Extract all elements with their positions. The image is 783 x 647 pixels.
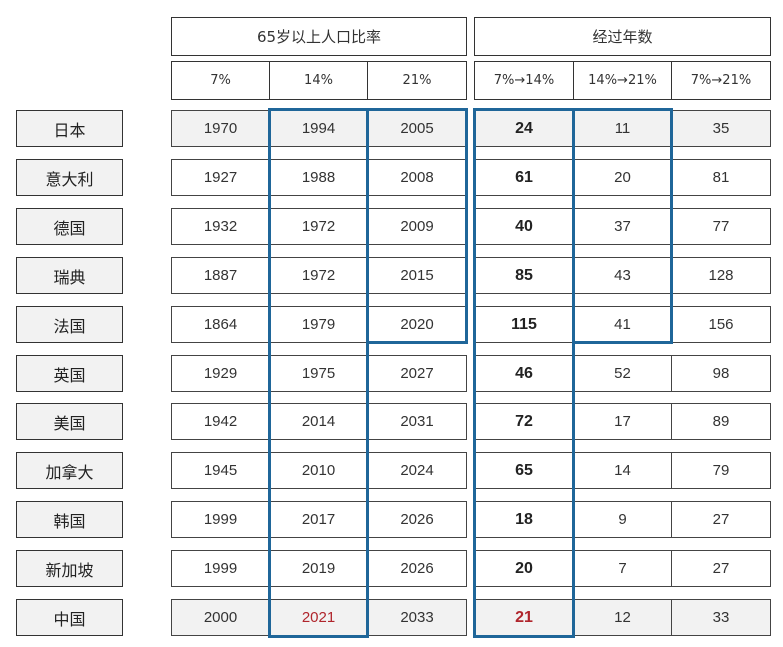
table-cell: 35	[671, 110, 771, 147]
table-cell: 1999	[171, 550, 270, 587]
table-cell: 1970	[171, 110, 270, 147]
table-cell: 1979	[269, 306, 368, 343]
table-cell: 128	[671, 257, 771, 294]
table-cell: 85	[474, 257, 574, 294]
table-cell: 2027	[367, 355, 467, 392]
table-cell: 1887	[171, 257, 270, 294]
table-cell: 43	[573, 257, 672, 294]
country-label: 加拿大	[16, 452, 123, 489]
table-cell: 81	[671, 159, 771, 196]
table-cell: 1972	[269, 257, 368, 294]
country-label: 英国	[16, 355, 123, 392]
table-cell: 24	[474, 110, 574, 147]
table-cell: 2015	[367, 257, 467, 294]
table-cell: 65	[474, 452, 574, 489]
table-cell: 2033	[367, 599, 467, 636]
table-cell: 1864	[171, 306, 270, 343]
table-cell: 2019	[269, 550, 368, 587]
table-cell: 33	[671, 599, 771, 636]
table-cell: 1929	[171, 355, 270, 392]
table-cell: 2024	[367, 452, 467, 489]
table-cell: 20	[573, 159, 672, 196]
header-years: 经过年数	[474, 17, 771, 56]
table-cell: 14	[573, 452, 672, 489]
country-label: 中国	[16, 599, 123, 636]
table-cell: 115	[474, 306, 574, 343]
table-cell: 1942	[171, 403, 270, 440]
header-ratio: 65岁以上人口比率	[171, 17, 467, 56]
table-cell: 1994	[269, 110, 368, 147]
table-cell: 41	[573, 306, 672, 343]
subheader-7pct: 7%	[171, 61, 270, 100]
table-cell: 2009	[367, 208, 467, 245]
table-cell: 2000	[171, 599, 270, 636]
table-cell: 77	[671, 208, 771, 245]
table-cell: 2021	[269, 599, 368, 636]
table-cell: 46	[474, 355, 574, 392]
table-cell: 1932	[171, 208, 270, 245]
table-cell: 79	[671, 452, 771, 489]
table-cell: 89	[671, 403, 771, 440]
table-cell: 2008	[367, 159, 467, 196]
subheader-21pct: 21%	[367, 61, 467, 100]
table-cell: 1999	[171, 501, 270, 538]
country-label: 韩国	[16, 501, 123, 538]
subheader-14pct: 14%	[269, 61, 368, 100]
table-cell: 98	[671, 355, 771, 392]
table-cell: 1945	[171, 452, 270, 489]
table-cell: 1988	[269, 159, 368, 196]
table-cell: 1927	[171, 159, 270, 196]
table-cell: 1975	[269, 355, 368, 392]
table-cell: 72	[474, 403, 574, 440]
table-cell: 40	[474, 208, 574, 245]
country-label: 法国	[16, 306, 123, 343]
table-cell: 18	[474, 501, 574, 538]
table-cell: 9	[573, 501, 672, 538]
country-label: 美国	[16, 403, 123, 440]
table-cell: 2020	[367, 306, 467, 343]
table-cell: 52	[573, 355, 672, 392]
table-cell: 11	[573, 110, 672, 147]
table-cell: 1972	[269, 208, 368, 245]
subheader-7-to-21: 7%→21%	[671, 61, 771, 100]
subheader-14-to-21: 14%→21%	[573, 61, 672, 100]
table-cell: 2014	[269, 403, 368, 440]
country-label: 日本	[16, 110, 123, 147]
country-label: 瑞典	[16, 257, 123, 294]
table-cell: 2010	[269, 452, 368, 489]
country-label: 德国	[16, 208, 123, 245]
table-cell: 2031	[367, 403, 467, 440]
table-cell: 61	[474, 159, 574, 196]
table-cell: 2017	[269, 501, 368, 538]
subheader-7-to-14: 7%→14%	[474, 61, 574, 100]
table-cell: 2005	[367, 110, 467, 147]
table-cell: 17	[573, 403, 672, 440]
table-cell: 156	[671, 306, 771, 343]
table-cell: 2026	[367, 501, 467, 538]
table-cell: 2026	[367, 550, 467, 587]
table-cell: 12	[573, 599, 672, 636]
table-cell: 27	[671, 501, 771, 538]
table-cell: 27	[671, 550, 771, 587]
country-label: 意大利	[16, 159, 123, 196]
table-cell: 21	[474, 599, 574, 636]
table-cell: 20	[474, 550, 574, 587]
country-label: 新加坡	[16, 550, 123, 587]
table-cell: 7	[573, 550, 672, 587]
table-cell: 37	[573, 208, 672, 245]
